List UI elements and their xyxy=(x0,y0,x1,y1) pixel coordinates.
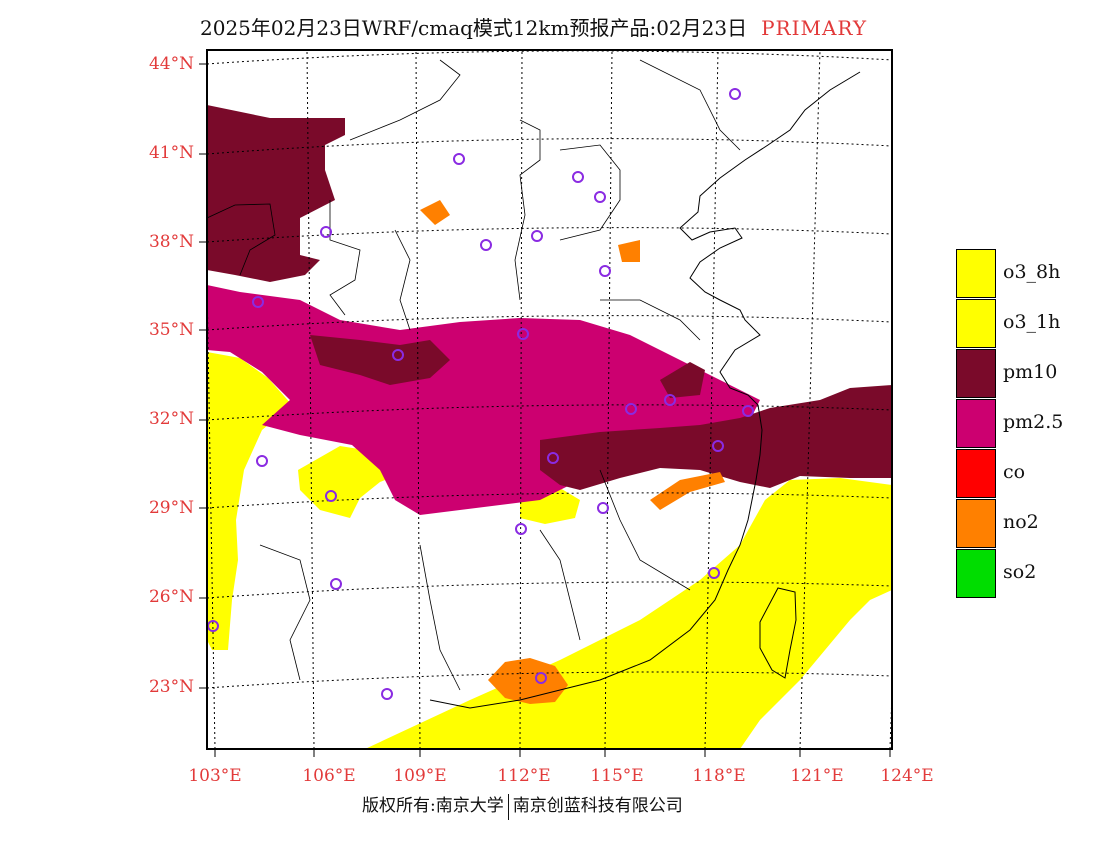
site-marker xyxy=(625,403,637,415)
lat-label: 32°N xyxy=(148,409,194,429)
site-marker xyxy=(597,502,609,514)
pm25-region xyxy=(207,285,760,515)
legend-label: so2 xyxy=(1003,561,1037,583)
lat-label: 44°N xyxy=(148,54,194,74)
legend-label: o3_8h xyxy=(1003,261,1061,283)
coastline xyxy=(429,71,861,709)
legend-swatch xyxy=(956,549,996,598)
pm10-region-central xyxy=(310,335,450,385)
legend-swatch xyxy=(956,399,996,448)
site-marker xyxy=(381,688,393,700)
site-marker xyxy=(453,153,465,165)
site-marker xyxy=(599,265,611,277)
lat-label: 41°N xyxy=(148,143,194,163)
o3-region-ocean xyxy=(365,478,892,749)
site-marker xyxy=(708,567,720,579)
map-frame xyxy=(206,49,893,750)
site-marker xyxy=(517,328,529,340)
site-marker xyxy=(252,296,264,308)
legend-swatch xyxy=(956,499,996,548)
lon-label: 124°E xyxy=(880,766,934,786)
site-marker xyxy=(547,452,559,464)
province-boundaries xyxy=(207,59,741,691)
map-title: 2025年02月23日WRF/cmaq模式12km预报产品:02月23日 PRIM… xyxy=(200,12,867,41)
site-marker xyxy=(320,226,332,238)
site-marker xyxy=(594,191,606,203)
pm10-region-east xyxy=(660,362,705,398)
legend-swatch xyxy=(956,349,996,398)
site-marker xyxy=(330,578,342,590)
site-marker xyxy=(515,523,527,535)
lon-label: 106°E xyxy=(302,766,356,786)
lat-label: 23°N xyxy=(148,677,194,697)
site-marker xyxy=(531,230,543,242)
legend-label: pm10 xyxy=(1003,361,1058,383)
graticule xyxy=(207,50,892,749)
site-marker xyxy=(392,349,404,361)
title-main: 2025年02月23日WRF/cmaq模式12km预报产品:02月23日 xyxy=(200,16,748,40)
copyright-owner: 版权所有:南京大学 xyxy=(362,796,504,816)
legend-label: no2 xyxy=(1003,511,1039,533)
lat-label: 26°N xyxy=(148,587,194,607)
copyright-company: 南京创蓝科技有限公司 xyxy=(512,796,683,816)
no2-region-jiangxi xyxy=(650,472,725,510)
lon-label: 103°E xyxy=(188,766,242,786)
lon-label: 112°E xyxy=(497,766,551,786)
site-marker xyxy=(729,88,741,100)
lat-label: 29°N xyxy=(148,498,194,518)
site-markers xyxy=(207,88,754,700)
site-marker xyxy=(325,490,337,502)
lat-label: 35°N xyxy=(148,320,194,340)
pm10-region-northwest xyxy=(207,105,345,282)
legend-label: pm2.5 xyxy=(1003,411,1064,433)
lon-label: 115°E xyxy=(590,766,644,786)
axis-ticks xyxy=(199,63,891,757)
pm10-region-yangtze xyxy=(540,385,892,490)
legend-swatch xyxy=(956,449,996,498)
copyright-footer: 版权所有:南京大学 南京创蓝科技有限公司 xyxy=(362,791,683,820)
legend-swatch xyxy=(956,249,996,298)
legend-label: co xyxy=(1003,461,1026,483)
lat-label: 38°N xyxy=(148,232,194,252)
footer-divider xyxy=(507,793,509,820)
site-marker xyxy=(742,405,754,417)
no2-region-hebei xyxy=(618,240,640,262)
site-marker xyxy=(480,239,492,251)
taiwan-outline xyxy=(759,587,797,679)
site-marker xyxy=(664,394,676,406)
legend-swatch xyxy=(956,299,996,348)
legend-label: o3_1h xyxy=(1003,311,1061,333)
site-marker xyxy=(712,440,724,452)
primary-tag: PRIMARY xyxy=(761,16,868,40)
lon-label: 121°E xyxy=(790,766,844,786)
site-marker xyxy=(572,171,584,183)
site-marker xyxy=(535,672,547,684)
no2-region-shanxi xyxy=(420,200,450,225)
lon-label: 118°E xyxy=(692,766,746,786)
lon-label: 109°E xyxy=(393,766,447,786)
site-marker xyxy=(256,455,268,467)
o3-region-southwest xyxy=(207,352,292,650)
